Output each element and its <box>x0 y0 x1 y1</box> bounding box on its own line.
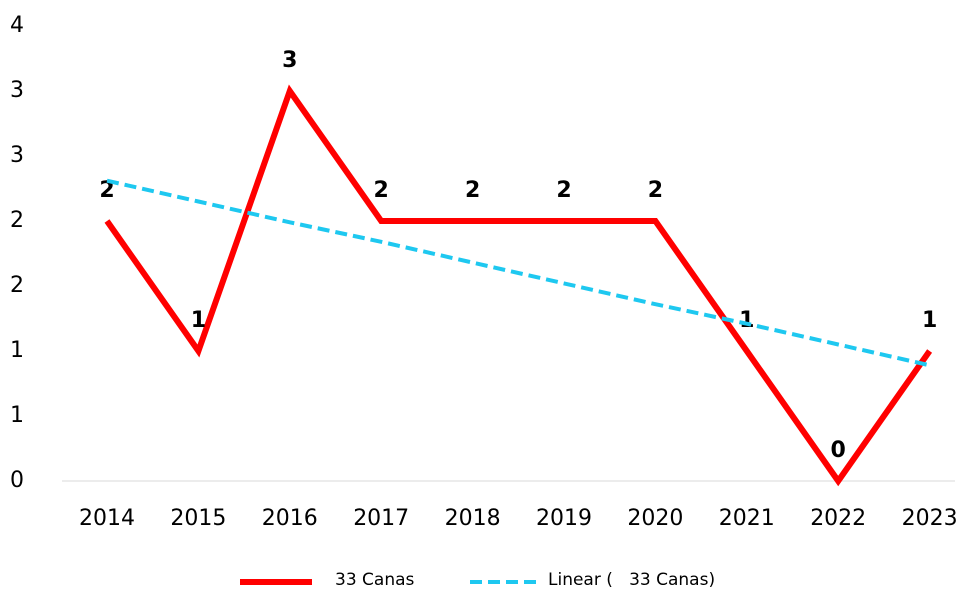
y-tick-label: 2 <box>10 273 24 298</box>
data-label: 2 <box>99 178 114 203</box>
data-label: 2 <box>648 178 663 203</box>
y-tick-label: 1 <box>10 338 24 363</box>
data-label: 0 <box>831 438 846 463</box>
x-tick-label: 2019 <box>536 506 592 531</box>
x-tick-label: 2015 <box>170 506 226 531</box>
legend-label: Linear ( 33 Canas) <box>548 570 715 589</box>
series-line <box>104 84 933 487</box>
data-label: 1 <box>191 308 206 333</box>
data-label: 3 <box>282 48 297 73</box>
data-label: 2 <box>556 178 571 203</box>
trend-line <box>106 178 931 368</box>
y-tick-label: 3 <box>10 78 24 103</box>
y-tick-label: 4 <box>10 13 24 38</box>
x-tick-label: 2023 <box>902 506 958 531</box>
data-label: 2 <box>374 178 389 203</box>
y-tick-label: 1 <box>10 403 24 428</box>
x-tick-label: 2022 <box>810 506 866 531</box>
x-tick-label: 2014 <box>79 506 135 531</box>
y-tick-label: 0 <box>10 468 24 493</box>
legend-label: 33 Canas <box>335 570 415 589</box>
x-tick-label: 2021 <box>719 506 775 531</box>
x-tick-label: 2018 <box>445 506 501 531</box>
x-tick-label: 2020 <box>627 506 683 531</box>
x-tick-label: 2016 <box>262 506 318 531</box>
x-tick-label: 2017 <box>353 506 409 531</box>
y-tick-label: 3 <box>10 143 24 168</box>
data-label: 1 <box>739 308 754 333</box>
y-tick-label: 2 <box>10 208 24 233</box>
data-label: 2 <box>465 178 480 203</box>
data-label: 1 <box>922 308 937 333</box>
